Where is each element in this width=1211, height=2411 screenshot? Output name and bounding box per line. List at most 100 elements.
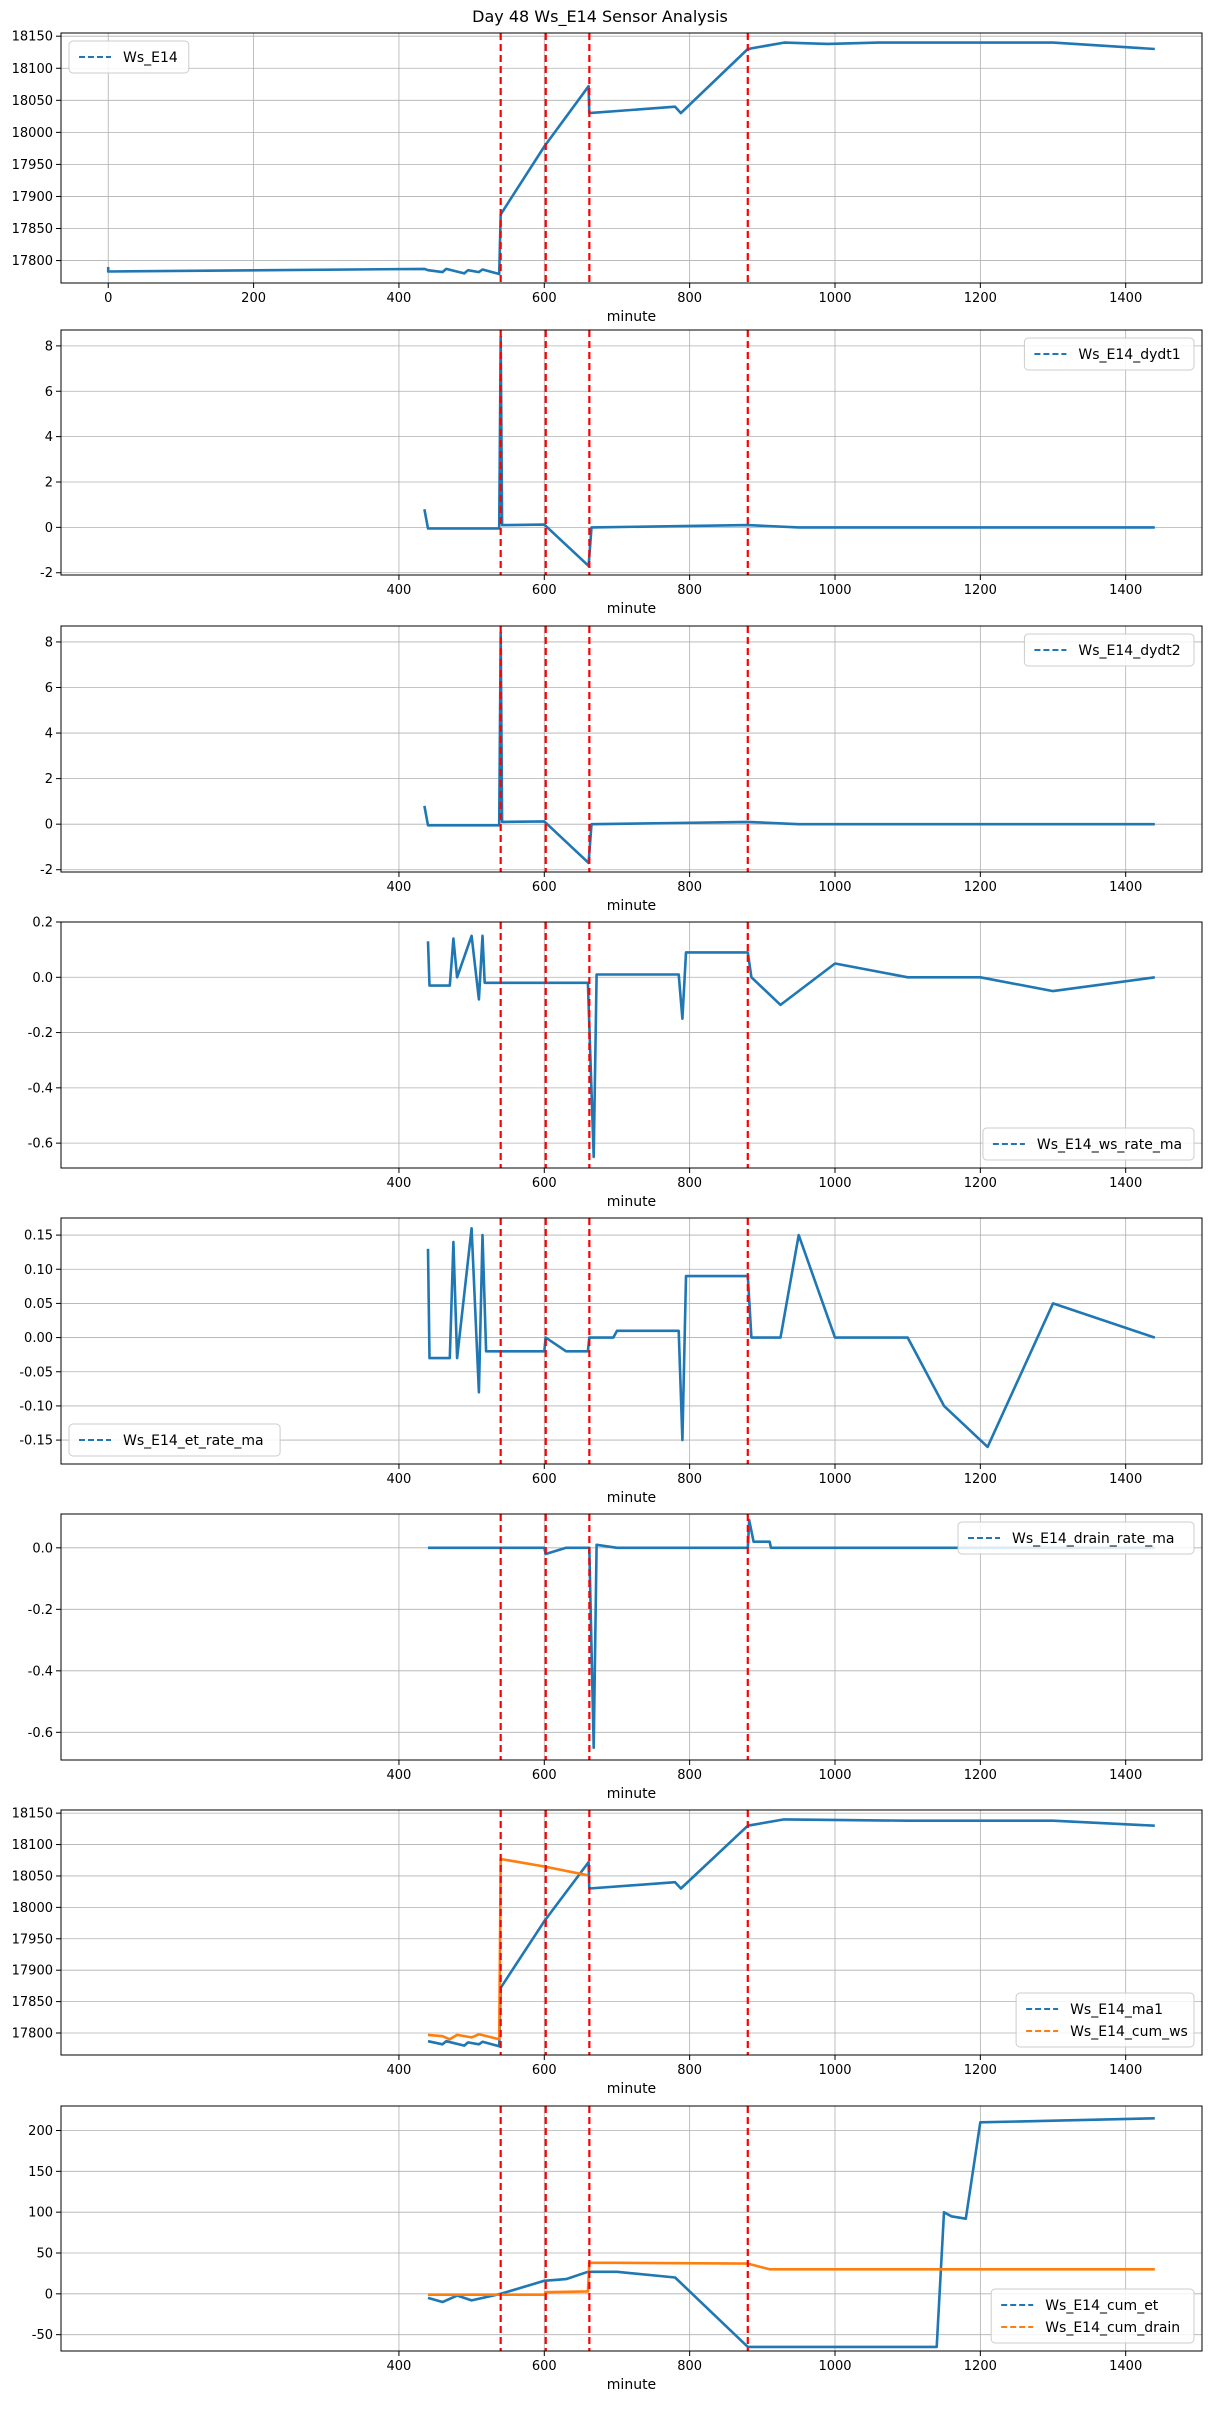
y-tick-label: -0.4 <box>28 1081 53 1096</box>
legend-box <box>982 1127 1195 1161</box>
legend-label: Ws_E14_cum_ws <box>1070 2024 1188 2040</box>
y-tick-label: 6 <box>45 385 53 400</box>
x-tick-label: 1400 <box>1109 880 1142 895</box>
plot-area <box>423 626 1155 872</box>
axes-frame <box>60 1809 1203 2056</box>
x-tick-label: 600 <box>532 1472 557 1487</box>
series-line-Ws_E14_cum_drain <box>428 2261 1155 2296</box>
x-tick-label: 400 <box>387 1472 412 1487</box>
x-tick-label: 400 <box>387 2063 412 2078</box>
x-tick-label: 1200 <box>964 1472 997 1487</box>
x-tick-label: 1400 <box>1109 583 1142 598</box>
y-tick-label: 0 <box>45 2287 53 2302</box>
y-tick-label: 150 <box>28 2165 53 2180</box>
legend: Ws_E14_ma1 Ws_E14_cum_ws <box>1015 1992 1195 2048</box>
x-tick-label: 800 <box>677 1472 702 1487</box>
axes-frame <box>60 921 1203 1169</box>
legend-box <box>1023 337 1195 371</box>
y-tick-label: 18150 <box>12 1807 53 1822</box>
y-tick-label: 0.0 <box>32 971 53 986</box>
x-tick-label: 1000 <box>818 2359 851 2374</box>
legend-label: Ws_E14_dydt2 <box>1078 643 1180 659</box>
legend: Ws_E14_drain_rate_ma <box>957 1521 1195 1555</box>
legend-label: Ws_E14_ma1 <box>1070 2002 1163 2018</box>
y-tick-label: 18150 <box>12 30 53 45</box>
subplot-1: 0 200 400 600 800 1000 1200 1400 17800 17850 17900… <box>12 30 1203 325</box>
series-line-Ws_E14_dydt1 <box>423 335 1155 568</box>
y-tick-label: 0 <box>45 818 53 833</box>
x-tick-label: 400 <box>387 1768 412 1783</box>
y-tick-label: 6 <box>45 681 53 696</box>
legend-box <box>990 2288 1195 2344</box>
subplot-8: 400 600 800 1000 1200 1400 -50 0 50 100 150 200 minu… <box>28 2105 1203 2393</box>
x-tick-label: 800 <box>677 2063 702 2078</box>
legend-label: Ws_E14_cum_et <box>1045 2298 1159 2314</box>
y-tick-label: -0.4 <box>28 1664 53 1679</box>
x-tick-label: 800 <box>677 1768 702 1783</box>
series-line-Ws_E14_et_rate_ma <box>426 1227 1156 1449</box>
y-tick-label: -0.6 <box>28 1137 53 1152</box>
x-tick-label: 400 <box>387 1176 412 1191</box>
y-tick-label: -0.6 <box>28 1726 53 1741</box>
y-tick-label: 100 <box>28 2206 53 2221</box>
legend-label: Ws_E14_et_rate_ma <box>123 1433 264 1449</box>
plot-area <box>106 33 1155 283</box>
series-line-Ws_E14_cum_ws <box>427 1857 589 2041</box>
y-tick-label: -0.10 <box>19 1399 53 1414</box>
plot-area <box>423 330 1155 575</box>
x-tick-label: 1400 <box>1109 1768 1142 1783</box>
plot-area <box>427 1810 1155 2055</box>
axes-frame <box>60 1513 1203 1761</box>
x-tick-label: 800 <box>677 291 702 306</box>
x-tick-label: 1400 <box>1109 291 1142 306</box>
x-tick-label: 600 <box>532 880 557 895</box>
y-tick-label: 0.2 <box>32 916 53 931</box>
y-tick-label: -0.15 <box>19 1434 53 1449</box>
legend-box <box>1015 1992 1195 2048</box>
x-tick-label: 800 <box>677 583 702 598</box>
x-tick-label: 400 <box>387 583 412 598</box>
series-line-Ws_E14 <box>106 41 1155 276</box>
y-tick-label: 18000 <box>12 1901 53 1916</box>
x-axis-label: minute <box>607 1490 656 1506</box>
axes-frame <box>60 625 1203 873</box>
y-tick-label: -50 <box>32 2328 53 2343</box>
axes-frame <box>60 32 1203 284</box>
y-tick-label: 17850 <box>12 222 53 237</box>
legend-box <box>957 1521 1195 1555</box>
axes-frame <box>60 329 1203 576</box>
y-tick-label: 0.00 <box>24 1331 53 1346</box>
x-tick-label: 1000 <box>818 2063 851 2078</box>
plot-area <box>427 2106 1155 2351</box>
y-tick-label: 0.05 <box>24 1297 53 1312</box>
x-axis-label: minute <box>607 2377 656 2393</box>
x-tick-label: 400 <box>387 880 412 895</box>
subplot-3: 400 600 800 1000 1200 1400 -2 0 2 4 6 8 minute Ws_E14… <box>40 625 1203 914</box>
subplot-2: 400 600 800 1000 1200 1400 -2 0 2 4 6 8 minute Ws_E14… <box>40 329 1203 617</box>
x-tick-label: 1200 <box>964 2063 997 2078</box>
x-tick-label: 1000 <box>818 1768 851 1783</box>
x-tick-label: 600 <box>532 583 557 598</box>
x-tick-label: 800 <box>677 2359 702 2374</box>
legend-label: Ws_E14_dydt1 <box>1078 347 1180 363</box>
y-tick-label: 8 <box>45 339 53 354</box>
y-tick-label: 8 <box>45 635 53 650</box>
y-tick-label: 18050 <box>12 1869 53 1884</box>
x-tick-label: 1000 <box>818 291 851 306</box>
series-line-Ws_E14_ma1 <box>427 1818 1155 2048</box>
x-tick-label: 1400 <box>1109 1472 1142 1487</box>
legend: Ws_E14_et_rate_ma <box>68 1423 281 1457</box>
x-tick-label: 1200 <box>964 2359 997 2374</box>
legend: Ws_E14_cum_et Ws_E14_cum_drain <box>990 2288 1195 2344</box>
x-tick-label: 600 <box>532 2063 557 2078</box>
plot-area <box>426 922 1155 1168</box>
y-tick-label: 200 <box>28 2124 53 2139</box>
legend-box <box>68 40 190 74</box>
subplot-4: 400 600 800 1000 1200 1400 -0.6 -0.4 -0.2 0.0 0.2 m… <box>28 916 1203 1210</box>
legend-label: Ws_E14_drain_rate_ma <box>1012 1531 1174 1547</box>
y-tick-label: 18000 <box>12 126 53 141</box>
y-tick-label: 0.15 <box>24 1229 53 1244</box>
y-tick-label: 17900 <box>12 190 53 205</box>
x-tick-label: 1000 <box>818 880 851 895</box>
